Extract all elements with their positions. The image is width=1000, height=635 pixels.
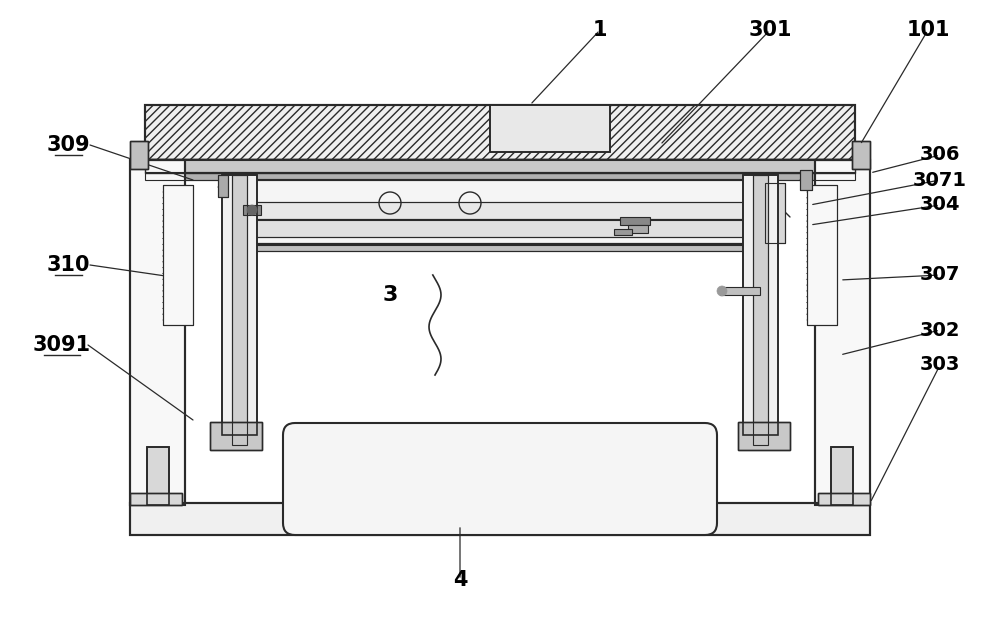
Bar (235, 180, 765, 245)
Text: 301: 301 (748, 20, 792, 40)
Bar (235, 243, 765, 251)
Bar (738, 422, 790, 450)
Bar (614, 229, 632, 235)
Bar (738, 422, 790, 450)
Bar (130, 503, 870, 535)
Bar (490, 105, 610, 152)
Bar (145, 172, 855, 180)
Bar (743, 175, 778, 435)
Text: 1: 1 (593, 20, 607, 40)
Text: 303: 303 (920, 356, 960, 375)
Bar (490, 105, 610, 152)
Bar (147, 447, 169, 505)
Bar (831, 447, 853, 505)
Bar (232, 175, 247, 445)
Bar (145, 172, 855, 180)
Bar (232, 175, 247, 445)
Text: 304: 304 (920, 196, 960, 215)
Bar (235, 202, 765, 220)
Bar (815, 160, 870, 505)
FancyBboxPatch shape (283, 423, 717, 535)
Bar (235, 202, 765, 220)
Bar (210, 422, 262, 450)
Circle shape (717, 286, 727, 296)
Bar (145, 105, 855, 160)
Text: 307: 307 (920, 265, 960, 284)
Bar (753, 175, 768, 445)
Bar (815, 160, 870, 505)
Bar (210, 422, 262, 450)
Bar (235, 180, 765, 245)
Text: 4: 4 (453, 570, 467, 590)
Text: 310: 310 (46, 255, 90, 275)
Bar (130, 503, 870, 535)
Text: 3: 3 (382, 285, 398, 305)
Bar (831, 447, 853, 505)
Bar (753, 175, 768, 445)
Bar (147, 447, 169, 505)
Bar (222, 175, 257, 435)
Bar (807, 185, 837, 325)
Bar (222, 175, 257, 435)
Bar (130, 141, 148, 169)
Bar (235, 219, 765, 237)
Bar (818, 493, 870, 505)
Bar (628, 225, 648, 233)
Bar (720, 287, 760, 295)
Bar (163, 185, 193, 325)
Bar (130, 493, 182, 505)
Bar (130, 160, 185, 505)
Bar (765, 183, 785, 243)
Bar (130, 493, 182, 505)
Bar (818, 493, 870, 505)
Text: 302: 302 (920, 321, 960, 340)
Bar (235, 243, 765, 251)
Bar (145, 159, 855, 173)
Bar (620, 217, 650, 225)
Bar (130, 160, 185, 505)
Text: 3071: 3071 (913, 171, 967, 189)
Bar (243, 205, 261, 215)
Text: 3091: 3091 (33, 335, 91, 355)
Bar (852, 141, 870, 169)
Bar (163, 185, 193, 325)
Bar (852, 141, 870, 169)
Bar (743, 175, 778, 435)
Bar (800, 170, 812, 190)
Bar (800, 170, 812, 190)
Bar (145, 159, 855, 173)
Bar (235, 219, 765, 237)
Bar (130, 141, 148, 169)
Bar (765, 183, 785, 243)
Bar (218, 175, 228, 197)
Text: 101: 101 (906, 20, 950, 40)
Bar (218, 175, 228, 197)
Circle shape (247, 205, 257, 215)
Bar (145, 105, 855, 160)
Bar (807, 185, 837, 325)
Text: 306: 306 (920, 145, 960, 164)
Text: 309: 309 (46, 135, 90, 155)
